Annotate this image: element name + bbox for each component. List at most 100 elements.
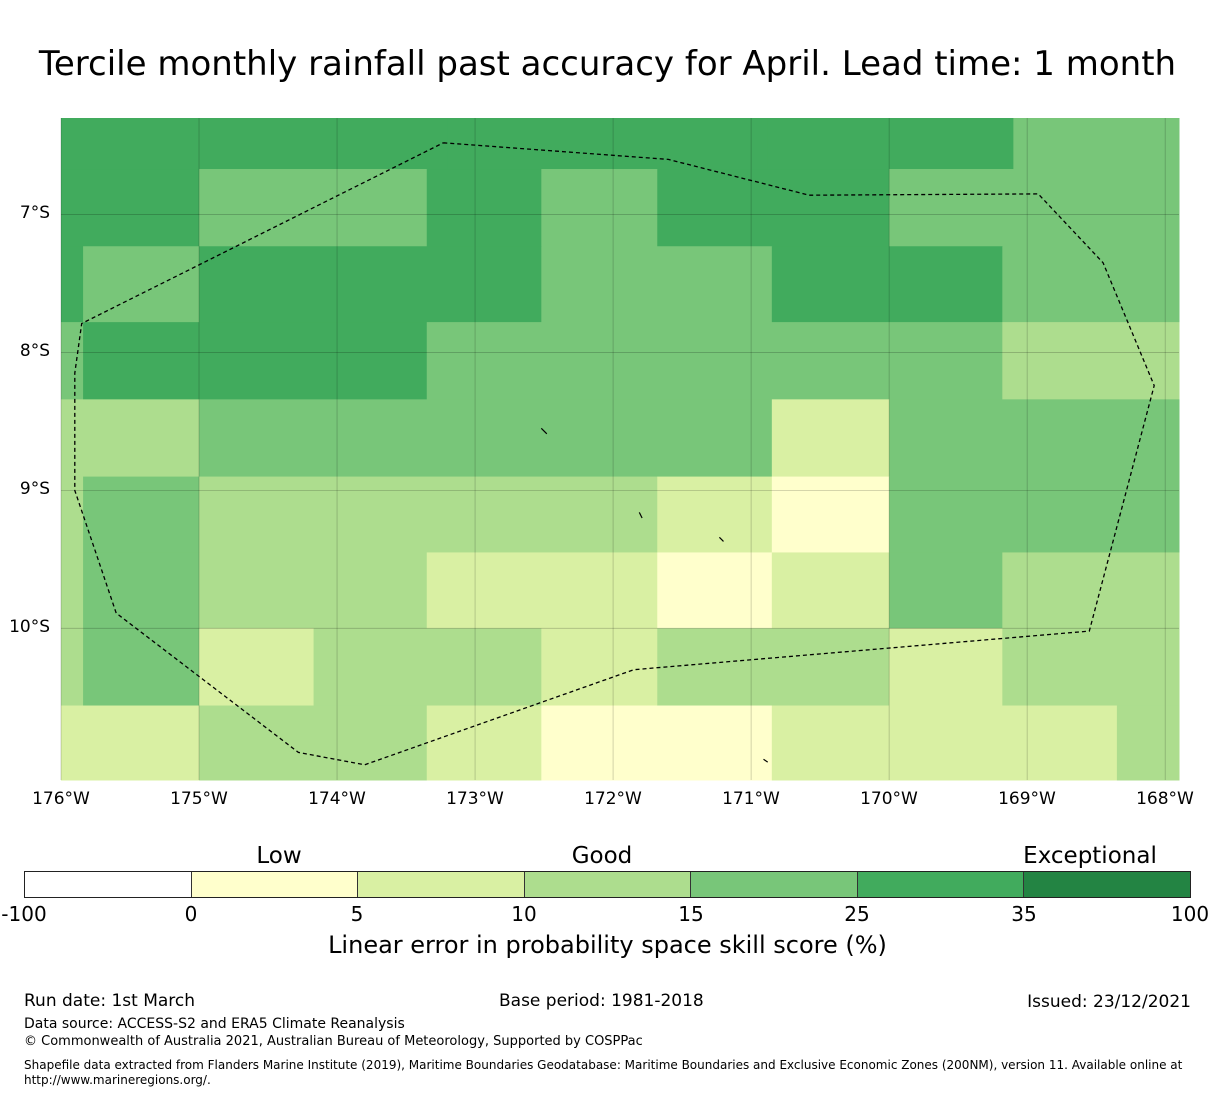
skill-cell bbox=[199, 399, 773, 478]
data-source: Data source: ACCESS-S2 and ERA5 Climate … bbox=[24, 1016, 405, 1032]
skill-cell bbox=[657, 476, 773, 553]
lat-label-10s: 10°S bbox=[9, 617, 50, 637]
colorbar-tick: 0 bbox=[184, 902, 198, 926]
issued-date: Issued: 23/12/2021 bbox=[1027, 992, 1191, 1012]
base-period: Base period: 1981-2018 bbox=[499, 991, 704, 1011]
lon-label-176w: 176°W bbox=[32, 789, 90, 809]
lon-label-173w: 173°W bbox=[446, 789, 504, 809]
skill-cell bbox=[1002, 322, 1180, 400]
colorbar-swatch bbox=[857, 872, 1025, 897]
skill-cell bbox=[1013, 118, 1180, 170]
skill-cell bbox=[61, 476, 84, 553]
skill-cell bbox=[199, 705, 428, 781]
skill-cell bbox=[61, 628, 84, 707]
skill-cell bbox=[199, 476, 658, 553]
skill-cell bbox=[83, 476, 200, 553]
islands bbox=[540, 427, 769, 763]
lon-label-170w: 170°W bbox=[860, 789, 918, 809]
graticule bbox=[60, 118, 1179, 780]
skill-cell bbox=[657, 169, 890, 247]
skill-cell bbox=[1116, 705, 1180, 781]
colorbar-swatch bbox=[524, 872, 692, 897]
skill-map bbox=[60, 118, 1180, 781]
skill-cell bbox=[61, 322, 84, 400]
colorbar-swatch bbox=[358, 872, 525, 897]
map-title: Tercile monthly rainfall past accuracy f… bbox=[38, 44, 1177, 84]
colorbar-category-exceptional: Exceptional bbox=[1023, 843, 1157, 869]
colorbar-tick: 35 bbox=[1011, 902, 1037, 926]
skill-cell bbox=[771, 552, 890, 629]
skill-cell bbox=[541, 169, 658, 247]
skill-cell bbox=[657, 552, 773, 629]
colorbar-category-low: Low bbox=[256, 843, 302, 869]
skill-cell bbox=[771, 399, 890, 478]
skill-cell bbox=[1002, 246, 1180, 323]
colorbar-tick: -100 bbox=[1, 902, 47, 926]
skill-cell bbox=[767, 118, 890, 170]
lat-label-9s: 9°S bbox=[19, 479, 50, 499]
copyright: © Commonwealth of Australia 2021, Austra… bbox=[24, 1034, 643, 1049]
skill-cell bbox=[657, 628, 890, 707]
lon-label-174w: 174°W bbox=[308, 789, 366, 809]
skill-cell bbox=[889, 476, 1180, 553]
colorbar-tick: 15 bbox=[678, 902, 704, 926]
island-outline bbox=[638, 512, 643, 519]
skill-cell bbox=[83, 552, 200, 629]
skill-cell bbox=[1002, 628, 1180, 707]
skill-cell bbox=[771, 705, 1118, 781]
skill-cell bbox=[771, 246, 1003, 323]
colorbar-swatch bbox=[691, 872, 858, 897]
skill-cell bbox=[1002, 552, 1180, 629]
skill-cell bbox=[426, 705, 542, 781]
colorbar-tick: 5 bbox=[350, 902, 364, 926]
colorbar-tick: 100 bbox=[1170, 902, 1210, 926]
skill-cell bbox=[889, 628, 1003, 707]
colorbar-swatch bbox=[191, 872, 359, 897]
skill-cell bbox=[447, 118, 769, 170]
shapefile-url: http://www.marineregions.org/. bbox=[24, 1073, 211, 1087]
skill-cell bbox=[61, 552, 84, 629]
skill-cells bbox=[61, 118, 1180, 781]
skill-cell bbox=[426, 322, 1003, 400]
skill-cell bbox=[426, 552, 658, 629]
colorbar-swatch bbox=[25, 872, 192, 897]
skill-cell bbox=[61, 399, 200, 478]
lon-label-172w: 172°W bbox=[584, 789, 642, 809]
colorbar bbox=[24, 871, 1191, 898]
skill-cell bbox=[541, 628, 658, 707]
skill-cell bbox=[426, 169, 542, 247]
colorbar-tick: 25 bbox=[844, 902, 870, 926]
skill-cell bbox=[61, 169, 200, 247]
skill-cell bbox=[83, 628, 200, 707]
skill-cell bbox=[61, 246, 84, 323]
skill-cell bbox=[313, 628, 542, 707]
colorbar-category-good: Good bbox=[571, 843, 633, 869]
lon-label-168w: 168°W bbox=[1136, 789, 1194, 809]
lon-label-175w: 175°W bbox=[170, 789, 228, 809]
lon-label-169w: 169°W bbox=[998, 789, 1056, 809]
skill-cell bbox=[199, 552, 428, 629]
skill-cell bbox=[889, 118, 1014, 170]
island-outline bbox=[718, 536, 724, 542]
lon-label-171w: 171°W bbox=[722, 789, 780, 809]
shapefile-credit: Shapefile data extracted from Flanders M… bbox=[24, 1058, 1183, 1072]
skill-cell bbox=[199, 246, 542, 323]
colorbar-tick: 10 bbox=[511, 902, 537, 926]
run-date: Run date: 1st March bbox=[24, 991, 196, 1011]
island-outline bbox=[540, 427, 548, 435]
skill-cell bbox=[771, 476, 890, 553]
colorbar-title: Linear error in probability space skill … bbox=[328, 931, 887, 959]
lat-label-7s: 7°S bbox=[19, 203, 50, 223]
skill-cell bbox=[83, 322, 428, 400]
lat-label-8s: 8°S bbox=[19, 341, 50, 361]
skill-cell bbox=[199, 628, 315, 707]
island-outline bbox=[763, 758, 769, 763]
skill-cell bbox=[541, 705, 773, 781]
skill-cell bbox=[889, 399, 1180, 478]
skill-cell bbox=[889, 169, 1180, 247]
skill-cell bbox=[889, 552, 1003, 629]
skill-cell bbox=[83, 246, 200, 323]
skill-cell bbox=[61, 705, 200, 781]
skill-cell bbox=[61, 118, 448, 170]
skill-cell bbox=[541, 246, 773, 323]
